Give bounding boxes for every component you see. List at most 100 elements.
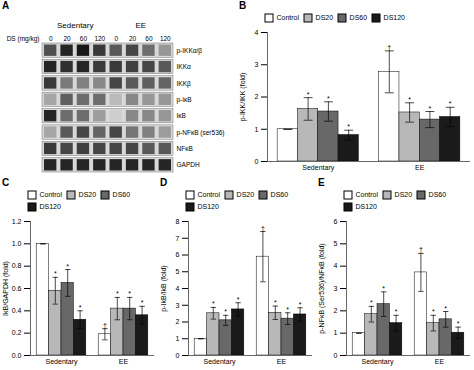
svg-text:4: 4 [176, 285, 180, 292]
svg-text:*: * [54, 270, 57, 277]
svg-text:Sedentary: Sedentary [362, 358, 394, 366]
svg-text:EE: EE [119, 358, 129, 365]
svg-text:p-IKKα/β: p-IKKα/β [177, 47, 203, 55]
svg-text:*: * [457, 320, 460, 327]
svg-text:EE: EE [435, 358, 445, 365]
html-text:Control: Control [276, 14, 300, 21]
svg-text:0.2: 0.2 [12, 329, 22, 336]
svg-text:†: † [387, 44, 391, 51]
html-text:DS60: DS60 [112, 191, 131, 198]
svg-text:0: 0 [255, 158, 259, 165]
svg-text:4: 4 [255, 29, 259, 36]
svg-text:*: * [347, 123, 350, 130]
svg-text:*: * [286, 306, 289, 313]
svg-text:1: 1 [176, 335, 180, 342]
svg-text:0.4: 0.4 [12, 307, 22, 314]
html-text:Control: Control [39, 191, 63, 198]
svg-text:4: 4 [334, 262, 338, 269]
html-text:DS120: DS120 [39, 203, 61, 210]
svg-text:6: 6 [176, 251, 180, 258]
svg-text:2: 2 [334, 307, 338, 314]
svg-text:*: * [408, 96, 411, 103]
svg-text:0.6: 0.6 [12, 285, 22, 292]
svg-text:*: * [395, 308, 398, 315]
svg-text:EE: EE [135, 21, 146, 30]
svg-text:0: 0 [176, 352, 180, 359]
svg-text:*: * [327, 95, 330, 102]
svg-text:0: 0 [114, 35, 118, 42]
svg-text:*: * [299, 301, 302, 308]
svg-text:5: 5 [176, 268, 180, 275]
svg-text:EE: EE [277, 358, 287, 365]
svg-text:*: * [432, 308, 435, 315]
svg-text:Sedentary: Sedentary [46, 358, 78, 366]
svg-text:*: * [141, 299, 144, 306]
svg-text:Sedentary: Sedentary [302, 164, 334, 172]
svg-text:GAPDH: GAPDH [177, 161, 200, 168]
svg-text:0.0: 0.0 [12, 352, 22, 359]
svg-text:0.8: 0.8 [12, 262, 22, 269]
svg-text:Sedentary: Sedentary [57, 21, 93, 30]
svg-text:†: † [261, 225, 265, 232]
svg-text:IkB/GAPDH (fold): IkB/GAPDH (fold) [2, 261, 10, 316]
svg-text:3: 3 [255, 61, 259, 68]
svg-text:*: * [444, 305, 447, 312]
svg-text:p-IkB/IkB (fold): p-IkB/IkB (fold) [160, 265, 168, 311]
svg-text:*: * [237, 296, 240, 303]
html-text:B: B [239, 0, 247, 11]
html-text:DS60: DS60 [349, 14, 368, 21]
svg-text:20: 20 [129, 35, 137, 42]
html-text:DS120: DS120 [383, 14, 405, 21]
svg-text:†: † [103, 322, 107, 329]
svg-text:*: * [66, 263, 69, 270]
html-text:Control: Control [197, 191, 221, 198]
svg-text:*: * [429, 105, 432, 112]
svg-text:*: * [224, 308, 227, 315]
svg-text:20: 20 [63, 35, 71, 42]
svg-text:1.0: 1.0 [12, 240, 22, 247]
svg-text:0: 0 [334, 352, 338, 359]
svg-text:*: * [449, 100, 452, 107]
svg-text:2: 2 [255, 93, 259, 100]
svg-text:NFκB: NFκB [177, 145, 193, 152]
svg-text:EE: EE [415, 164, 425, 171]
svg-text:5: 5 [334, 240, 338, 247]
svg-text:7: 7 [176, 234, 180, 241]
svg-text:1: 1 [334, 329, 338, 336]
svg-text:p-IκB: p-IκB [177, 96, 192, 104]
svg-text:2: 2 [176, 318, 180, 325]
svg-text:6: 6 [334, 218, 338, 225]
svg-text:8: 8 [176, 218, 180, 225]
svg-text:0: 0 [49, 35, 53, 42]
html-text:C: C [2, 177, 10, 188]
svg-text:p-NFκB (Ser536)/NFκB (fold): p-NFκB (Ser536)/NFκB (fold) [318, 243, 326, 333]
svg-text:IκB: IκB [177, 112, 186, 119]
svg-text:*: * [79, 304, 82, 311]
svg-text:p-IKK/IKK (fold): p-IKK/IKK (fold) [239, 73, 247, 122]
svg-text:†: † [419, 246, 423, 253]
svg-text:1: 1 [255, 125, 259, 132]
svg-text:*: * [116, 290, 119, 297]
html-text:DS20: DS20 [315, 14, 334, 21]
svg-text:120: 120 [94, 35, 105, 42]
html-text:DS20: DS20 [78, 191, 97, 198]
svg-text:1.2: 1.2 [12, 218, 22, 225]
svg-text:*: * [307, 91, 310, 98]
svg-text:DS (mg/kg): DS (mg/kg) [7, 35, 40, 43]
html-text:A: A [2, 0, 10, 11]
svg-text:3: 3 [176, 301, 180, 308]
svg-text:*: * [212, 300, 215, 307]
html-text:D: D [160, 177, 168, 188]
svg-text:*: * [382, 285, 385, 292]
svg-text:*: * [274, 299, 277, 306]
svg-text:60: 60 [145, 35, 153, 42]
svg-text:60: 60 [80, 35, 88, 42]
svg-text:*: * [128, 290, 131, 297]
svg-text:3: 3 [334, 285, 338, 292]
svg-text:IKKα: IKKα [177, 63, 191, 70]
svg-text:p-NFκB (ser536): p-NFκB (ser536) [177, 129, 225, 137]
svg-text:Sedentary: Sedentary [204, 358, 236, 366]
svg-text:IKKβ: IKKβ [177, 80, 191, 88]
svg-text:*: * [370, 299, 373, 306]
svg-text:120: 120 [160, 35, 171, 42]
